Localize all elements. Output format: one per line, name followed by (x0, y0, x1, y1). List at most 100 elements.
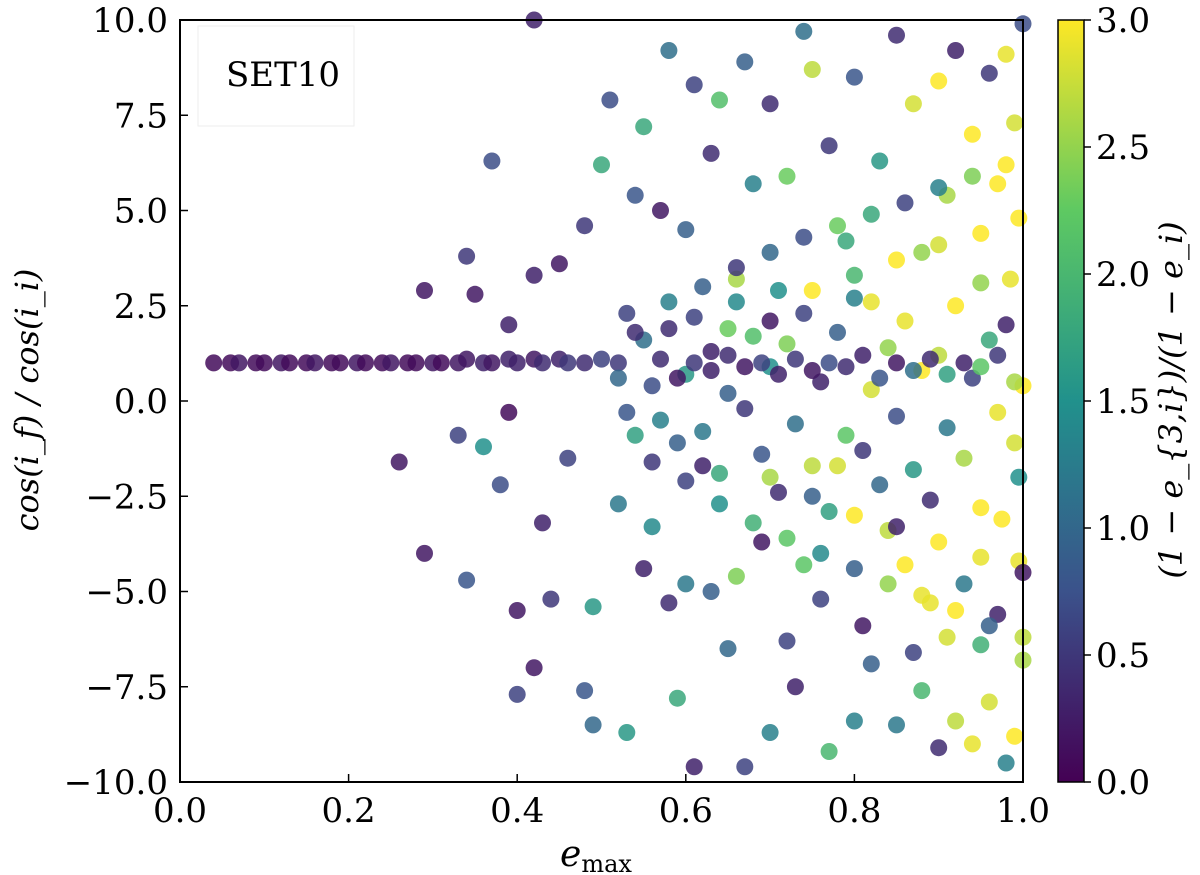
scatter-point (997, 156, 1015, 174)
scatter-point (432, 354, 450, 372)
y-tick-label: 10.0 (92, 1, 168, 41)
scatter-point (525, 266, 543, 284)
scatter-point (786, 415, 804, 433)
colorbar (1057, 19, 1085, 783)
scatter-point (845, 266, 863, 284)
scatter-point (635, 560, 653, 578)
scatter-point (626, 426, 644, 444)
scatter-point (997, 754, 1015, 772)
scatter-point (786, 678, 804, 696)
scatter-point (812, 544, 830, 562)
scatter-point (837, 232, 855, 250)
scatter-point (643, 377, 661, 395)
scatter-point (230, 354, 248, 372)
scatter-point (829, 457, 846, 475)
scatter-point (542, 590, 560, 608)
scatter-point (921, 491, 939, 509)
scatter-point (888, 251, 905, 269)
scatter-point (550, 255, 568, 273)
scatter-point (879, 339, 897, 357)
scatter-point (820, 743, 838, 760)
scatter-point (416, 544, 433, 562)
scatter-point (727, 293, 745, 311)
scatter-point (281, 354, 299, 372)
scatter-point (744, 175, 762, 193)
scatter-point (803, 457, 821, 475)
scatter-point (930, 72, 948, 90)
scatter-point (584, 716, 602, 734)
scatter-point (618, 724, 636, 741)
scatter-point (896, 194, 914, 212)
scatter-point (753, 533, 771, 551)
scatter-point (753, 445, 771, 463)
scatter-point (668, 369, 686, 387)
scatter-point (761, 468, 779, 486)
scatter-point (306, 354, 324, 372)
scatter-point (770, 282, 787, 299)
scatter-point (795, 304, 813, 322)
scatter-point (727, 259, 745, 277)
scatter-point (930, 533, 948, 551)
scatter-point (795, 556, 813, 574)
scatter-point (500, 403, 518, 421)
scatter-point (795, 22, 813, 40)
scatter-point (593, 350, 610, 368)
colorbar-label: (1 − e_{3,i})/(1 − e_i) (1152, 221, 1190, 578)
scatter-point (963, 735, 981, 753)
plot-frame (179, 19, 1024, 783)
scatter-point (837, 426, 855, 444)
scatter-point (803, 282, 821, 299)
scatter-point (702, 583, 720, 600)
colorbar-tick-label: 2.5 (1096, 128, 1150, 168)
scatter-point (458, 350, 476, 368)
scatter-point (559, 354, 577, 372)
scatter-point (795, 228, 813, 246)
colorbar-tick-label: 0.5 (1096, 636, 1150, 676)
y-tick-label: 2.5 (114, 287, 168, 327)
scatter-point (500, 316, 518, 334)
scatter-point (609, 369, 627, 387)
scatter-point (761, 95, 779, 113)
scatter-point (854, 617, 872, 635)
scatter-point (845, 68, 863, 86)
scatter-point (930, 739, 948, 757)
scatter-point (1006, 434, 1024, 452)
scatter-point (862, 655, 880, 673)
y-tick-label: 7.5 (114, 96, 168, 136)
scatter-point (652, 202, 669, 219)
scatter-point (643, 453, 661, 471)
scatter-point (871, 476, 889, 494)
scatter-point (618, 304, 636, 322)
scatter-point (786, 350, 804, 368)
scatter-point (626, 323, 644, 341)
scatter-point (753, 354, 771, 372)
x-tick-label: 0.2 (322, 791, 376, 831)
scatter-point (660, 42, 678, 59)
scatter-point (845, 506, 863, 524)
scatter-point (955, 449, 973, 467)
scatter-point (407, 354, 425, 372)
scatter-point (711, 464, 728, 482)
scatter-point (475, 438, 492, 456)
scatter-point (736, 53, 754, 71)
scatter-point (812, 590, 830, 608)
scatter-point (711, 91, 728, 109)
scatter-point (711, 495, 728, 513)
scatter-point (778, 529, 796, 547)
scatter-point (904, 362, 922, 379)
scatter-point (803, 61, 821, 78)
scatter-point (534, 514, 551, 532)
scatter-point (989, 346, 1007, 364)
scatter-point (668, 689, 686, 707)
scatter-point (980, 693, 998, 711)
scatter-point (458, 571, 476, 589)
scatter-point (930, 236, 948, 254)
scatter-point (652, 350, 669, 368)
scatter-point (677, 221, 695, 239)
scatter-point (913, 682, 931, 700)
x-tick-label: 0.0 (153, 791, 207, 831)
scatter-point (854, 442, 872, 459)
scatter-point (972, 274, 990, 292)
scatter-point (888, 407, 905, 425)
scatter-point (534, 354, 551, 372)
